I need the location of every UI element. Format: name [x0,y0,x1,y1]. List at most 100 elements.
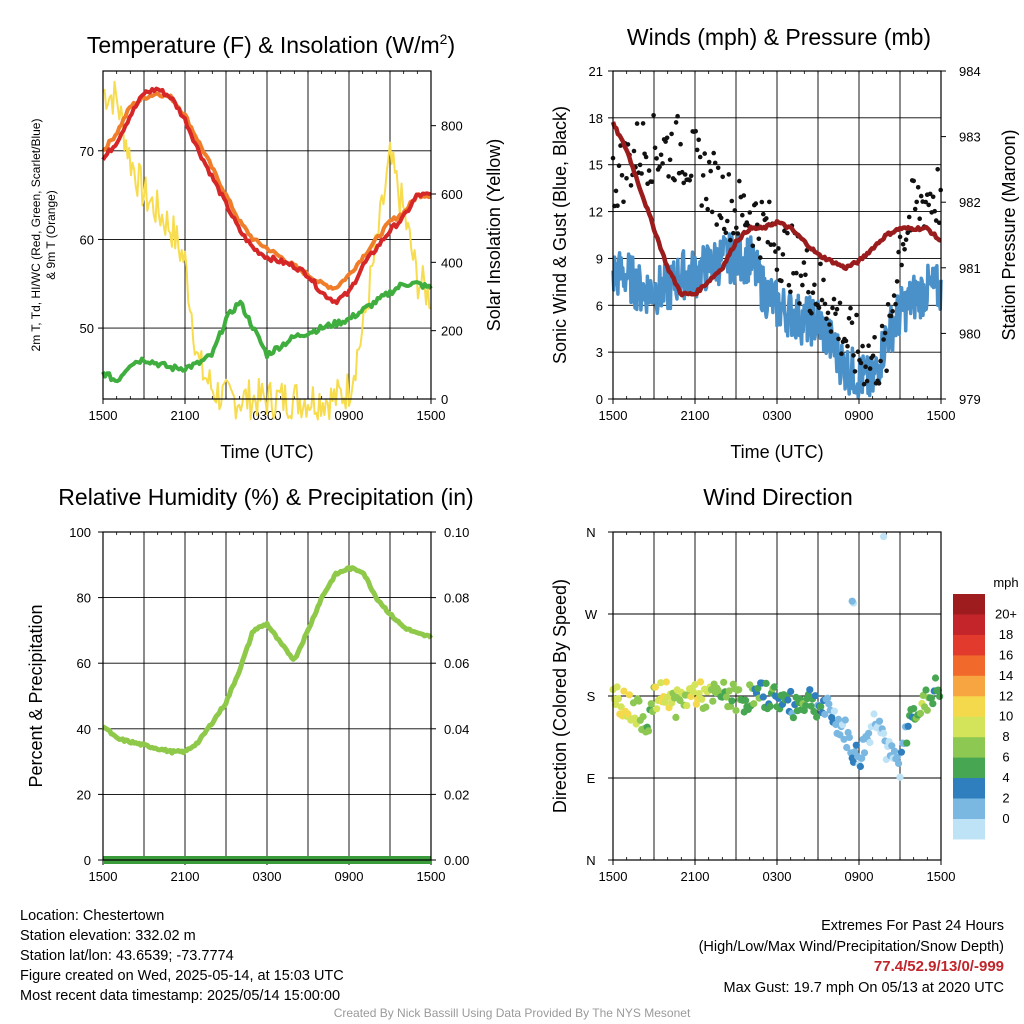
y-tick-label-left: 60 [80,232,94,247]
direction-point [732,706,740,715]
gust-point [809,310,814,316]
y-tick-label-right: 980 [959,326,981,341]
y-tick-label-left: 6 [596,298,603,313]
gust-point [915,185,921,190]
direction-point [784,696,792,704]
gust-point [860,343,865,349]
y-tick-label-left: 15 [589,158,603,173]
gust-point [640,121,646,126]
gust-point [699,203,704,208]
x-tick-label: 0900 [845,408,874,423]
gust-point [672,177,677,183]
gust-point [825,310,831,316]
gust-point [624,176,629,181]
colorbar-label: 8 [1002,729,1009,744]
gust-point [705,206,710,212]
gust-point [839,351,844,357]
gust-point [801,260,807,265]
gust-point [682,172,688,177]
direction-point [870,710,878,718]
gust-point [708,168,713,174]
gust-point [821,277,826,283]
gust-point [890,309,895,314]
gust-point [812,282,817,288]
plot-border [612,70,942,400]
direction-point [647,700,655,708]
y-tick-label-right: 200 [441,324,463,339]
x-tick-label: 2100 [681,408,710,423]
direction-point [848,597,856,605]
direction-point [625,691,634,699]
direction-point [807,702,815,710]
y-tick-label-left: N [586,853,595,868]
direction-point [683,702,691,710]
direction-point [849,758,858,766]
y-axis-label-left-line2: & 9m T (Orange) [44,190,58,280]
gust-point [878,358,883,364]
x-tick-label: 1500 [417,408,446,423]
direction-point [722,693,731,701]
gust-point [658,152,664,158]
colorbar-label: 20+ [995,607,1017,622]
y-tick-label-left: S [587,689,596,704]
direction-point [624,710,632,718]
gust-point [666,174,671,179]
gust-point [693,128,698,134]
credit-text: Created By Nick Bassill Using Data Provi… [333,1006,691,1020]
direction-point [726,702,735,710]
gust-point [911,178,916,184]
gust-point [663,139,668,144]
plot-border [612,531,942,861]
colorbar-label: 10 [999,709,1013,724]
direction-point [614,695,623,703]
direction-point [841,716,849,724]
colorbar-swatch [953,614,985,636]
gust-point [720,174,725,180]
direction-point [910,705,918,713]
direction-point [840,735,848,743]
y-tick-label-right: 0.10 [444,525,469,540]
chart-title: Wind Direction [703,484,853,510]
station-info: Location: Chestertown Station elevation:… [20,906,344,1006]
direction-point [766,702,774,710]
gust-point [828,329,834,334]
humidity-line [101,565,434,756]
gust-point [759,199,765,205]
plot-border [102,70,432,400]
y-tick-label-right: 0.08 [444,591,469,606]
gust-point [737,178,742,184]
gust-point [639,171,644,176]
y-tick-label-left: 80 [77,591,91,606]
gust-point [703,196,709,202]
direction-point [845,733,854,742]
direction-point [762,679,770,688]
elevation-text: Station elevation: 332.02 m [20,928,196,944]
gust-point [900,242,906,247]
x-tick-label: 1500 [927,408,956,423]
gust-point [621,199,626,205]
gust-point [912,206,918,212]
gust-point [652,145,658,151]
direction-point [852,741,860,749]
gust-point [646,168,652,173]
gust-point [837,300,843,306]
gust-point [810,290,816,296]
direction-point [866,738,874,747]
created-text: Figure created on Wed, 2025-05-14, at 15… [20,968,344,984]
gust-point [637,162,643,168]
x-tick-label: 0900 [335,408,364,423]
gust-point [906,214,912,220]
gust-point [657,164,662,170]
plot-border [102,531,432,861]
gust-point [779,278,784,284]
direction-point [817,703,825,711]
direction-point [830,707,839,715]
gust-point [669,131,674,137]
y-axis-label-left: Percent & Precipitation [26,604,46,787]
colorbar-label: 6 [1002,750,1009,765]
gust-point [891,293,897,298]
direction-point [821,710,829,718]
colorbar-swatch [953,655,985,677]
gust-point [714,222,719,227]
y-tick-label-right: 979 [959,392,981,407]
